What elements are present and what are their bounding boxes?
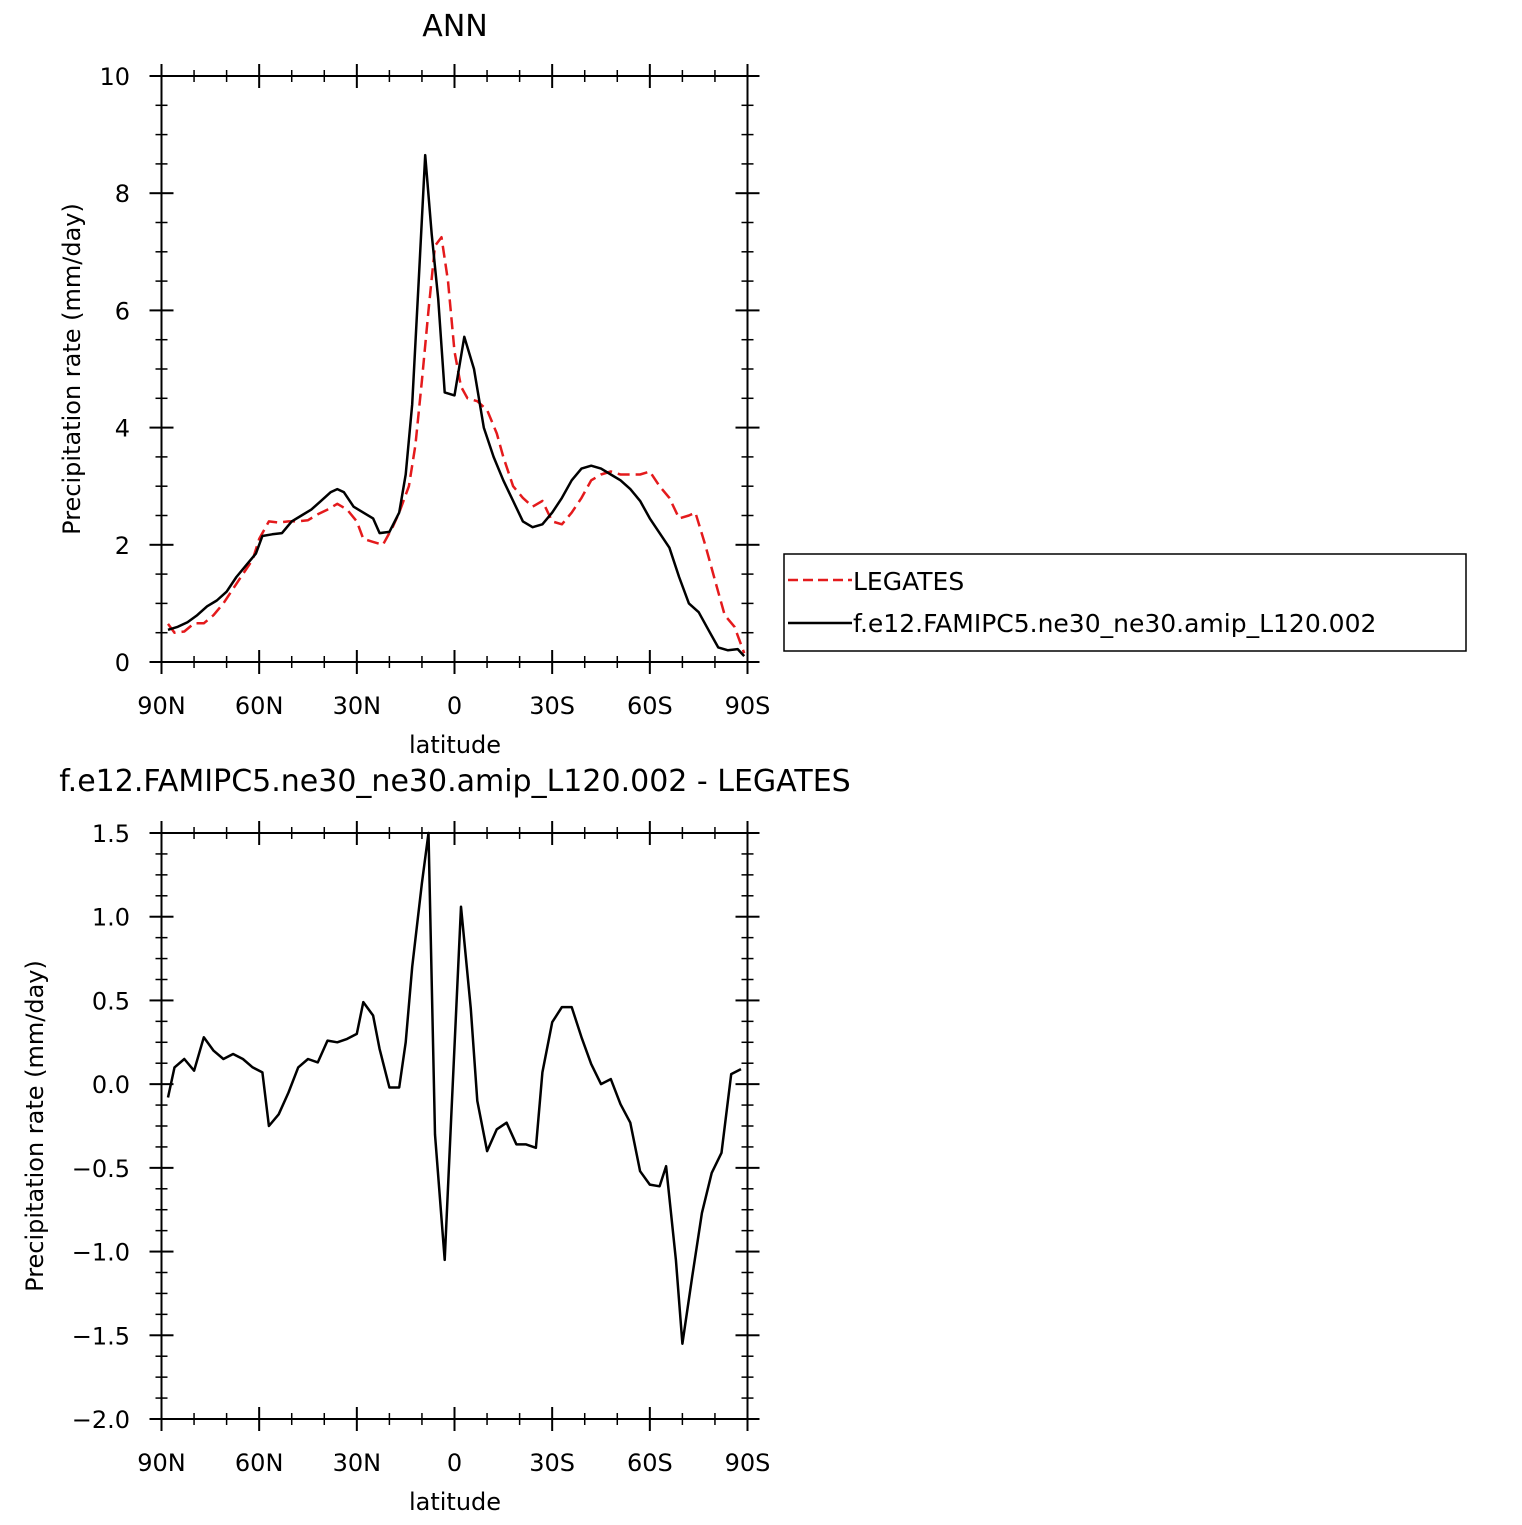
x-tick-label: 90N [137, 1449, 186, 1477]
x-tick-label: 0 [447, 1449, 462, 1477]
bottom-chart-title: f.e12.FAMIPC5.ne30_ne30.amip_L120.002 - … [59, 764, 850, 799]
top-x-axis-label: latitude [409, 731, 501, 759]
bottom-series-lines [166, 831, 742, 1345]
legend: LEGATES f.e12.FAMIPC5.ne30_ne30.amip_L12… [783, 553, 1467, 652]
annual-precipitation-panel: ANN 90N 60N 30N 0 30S 60S 90S 0 2 4 6 8 10 latitude… [58, 9, 1467, 759]
x-tick-label: 60N [235, 692, 284, 720]
x-tick-label: 30N [333, 692, 382, 720]
top-series-line-1 [166, 235, 746, 654]
x-tick-label: 30S [529, 692, 575, 720]
y-tick-label: 1.5 [92, 820, 130, 848]
y-tick-label: −0.5 [72, 1155, 130, 1183]
y-tick-label: −1.0 [72, 1239, 130, 1267]
x-tick-label: 90S [725, 1449, 771, 1477]
top-y-axis-label: Precipitation rate (mm/day) [58, 203, 86, 535]
y-tick-label: −2.0 [72, 1406, 130, 1434]
x-tick-label: 30N [333, 1449, 382, 1477]
bottom-minor-ticks [155, 827, 754, 1425]
y-tick-label: 2 [115, 532, 130, 560]
x-tick-label: 90N [137, 692, 186, 720]
top-plot-frame [160, 75, 749, 663]
y-tick-label: 0 [115, 649, 130, 677]
x-tick-label: 0 [447, 692, 462, 720]
x-tick-label: 30S [529, 1449, 575, 1477]
top-y-tick-labels: 0 2 4 6 8 10 [99, 63, 130, 677]
x-tick-label: 90S [725, 692, 771, 720]
legend-label-legates: LEGATES [853, 567, 964, 596]
y-tick-label: 1.0 [92, 904, 130, 932]
y-tick-label: 6 [115, 297, 130, 325]
top-series-lines [166, 153, 746, 657]
top-series-line-2 [167, 153, 746, 657]
y-tick-label: 10 [99, 63, 130, 91]
y-tick-label: 4 [115, 415, 130, 443]
bottom-plot-frame [160, 832, 749, 1420]
bottom-x-tick-labels: 90N 60N 30N 0 30S 60S 90S [137, 1449, 770, 1477]
top-x-tick-labels: 90N 60N 30N 0 30S 60S 90S [137, 692, 770, 720]
bottom-y-axis-label: Precipitation rate (mm/day) [21, 960, 49, 1292]
legend-box [783, 553, 1467, 652]
x-tick-label: 60S [627, 692, 673, 720]
top-minor-ticks [155, 70, 754, 668]
legend-label-model: f.e12.FAMIPC5.ne30_ne30.amip_L120.002 [853, 609, 1376, 638]
x-tick-label: 60S [627, 1449, 673, 1477]
y-tick-label: 0.0 [92, 1071, 130, 1099]
bottom-y-tick-labels: −2.0 −1.5 −1.0 −0.5 0.0 0.5 1.0 1.5 [72, 820, 130, 1434]
difference-panel: f.e12.FAMIPC5.ne30_ne30.amip_L120.002 - … [21, 764, 851, 1516]
y-tick-label: −1.5 [72, 1322, 130, 1350]
bottom-x-axis-label: latitude [409, 1488, 501, 1516]
bottom-series-line-1 [166, 831, 742, 1345]
y-tick-label: 0.5 [92, 987, 130, 1015]
y-tick-label: 8 [115, 180, 130, 208]
top-major-ticks [149, 64, 760, 674]
x-tick-label: 60N [235, 1449, 284, 1477]
bottom-major-ticks [149, 821, 760, 1431]
top-chart-title: ANN [422, 9, 487, 44]
